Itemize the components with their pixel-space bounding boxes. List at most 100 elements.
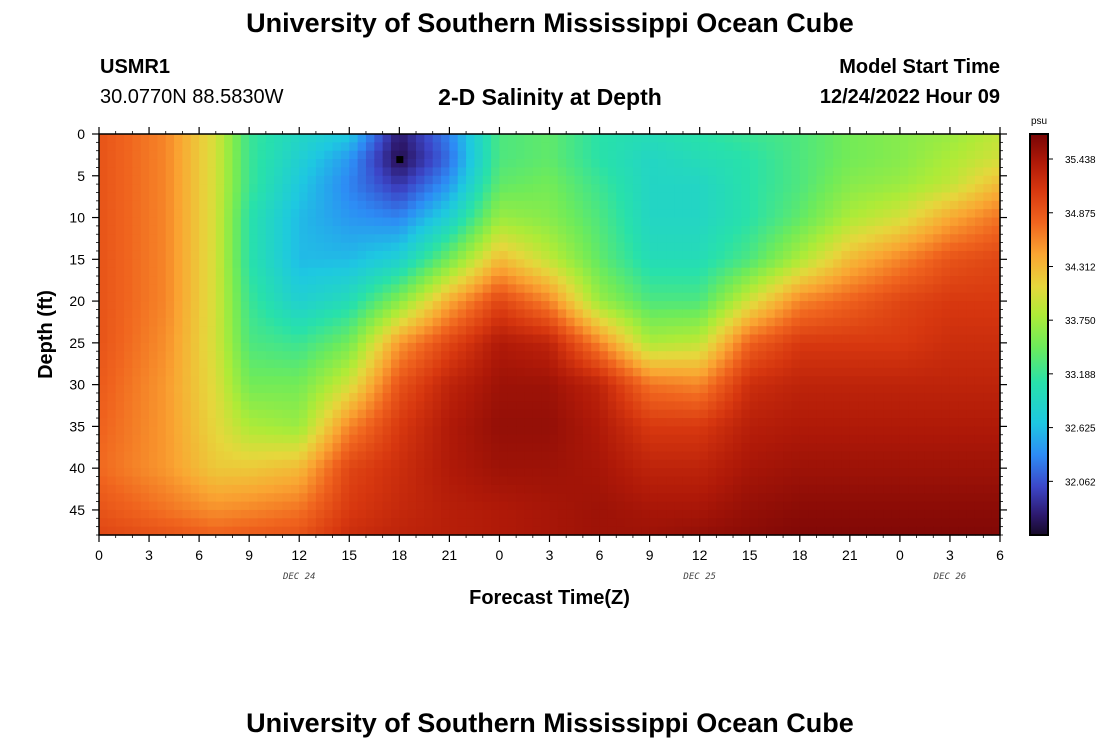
heatmap-cell (516, 401, 526, 411)
heatmap-cell (641, 359, 651, 369)
heatmap-cell (232, 359, 242, 369)
heatmap-cell (432, 159, 442, 169)
heatmap-cell (607, 326, 617, 336)
heatmap-cell (566, 401, 576, 411)
heatmap-cell (816, 409, 826, 419)
heatmap-cell (691, 376, 701, 386)
heatmap-cell (132, 267, 142, 277)
heatmap-cell (499, 426, 509, 436)
heatmap-cell (174, 426, 184, 436)
heatmap-cell (491, 376, 501, 386)
heatmap-cell (274, 301, 284, 311)
heatmap-cell (390, 342, 400, 352)
heatmap-cell (274, 225, 284, 235)
heatmap-cell (282, 317, 292, 327)
heatmap-cell (766, 443, 776, 453)
heatmap-cell (908, 484, 918, 494)
heatmap-cell (491, 426, 501, 436)
heatmap-cell (149, 493, 158, 503)
heatmap-cell (474, 259, 484, 269)
heatmap-cell (699, 242, 709, 252)
heatmap-cell (624, 150, 634, 160)
heatmap-cell (666, 259, 676, 269)
heatmap-cell (315, 284, 325, 294)
heatmap-cell (199, 459, 209, 469)
heatmap-cell (599, 259, 609, 269)
heatmap-cell (165, 234, 175, 244)
heatmap-cell (365, 192, 375, 202)
heatmap-cell (140, 159, 150, 169)
heatmap-cell (274, 192, 284, 202)
heatmap-cell (274, 167, 284, 177)
heatmap-cell (182, 384, 192, 394)
heatmap-cell (641, 376, 651, 386)
heatmap-cell (574, 159, 584, 169)
heatmap-cell (349, 468, 359, 478)
heatmap-cell (224, 401, 234, 411)
heatmap-cell (566, 468, 576, 478)
heatmap-cell (899, 359, 909, 369)
heatmap-cell (891, 192, 901, 202)
heatmap-cell (599, 192, 609, 202)
heatmap-cell (549, 459, 559, 469)
heatmap-cell (557, 451, 567, 461)
heatmap-cell (374, 434, 384, 444)
heatmap-cell (758, 242, 767, 252)
heatmap-cell (374, 451, 384, 461)
heatmap-cell (532, 367, 542, 377)
heatmap-cell (107, 326, 117, 336)
heatmap-cell (190, 392, 200, 402)
heatmap-cell (641, 250, 651, 260)
heatmap-cell (574, 501, 584, 511)
heatmap-cell (649, 468, 659, 478)
heatmap-cell (632, 351, 642, 361)
heatmap-cell (290, 209, 300, 219)
heatmap-cell (549, 309, 559, 319)
heatmap-cell (566, 342, 576, 352)
heatmap-cell (149, 225, 158, 235)
heatmap-cell (874, 434, 884, 444)
heatmap-cell (674, 493, 684, 503)
heatmap-cell (799, 451, 809, 461)
heatmap-cell (407, 184, 417, 194)
heatmap-cell (115, 234, 125, 244)
heatmap-cell (824, 526, 834, 536)
heatmap-cell (524, 351, 534, 361)
heatmap-cell (758, 468, 767, 478)
heatmap-cell (799, 443, 809, 453)
heatmap-cell (941, 518, 951, 528)
heatmap-cell (132, 167, 142, 177)
heatmap-cell (124, 476, 133, 486)
heatmap-cell (224, 267, 234, 277)
heatmap-cell (491, 518, 501, 528)
heatmap-cell (632, 434, 642, 444)
heatmap-cell (874, 242, 884, 252)
heatmap-cell (240, 451, 250, 461)
heatmap-cell (758, 200, 767, 210)
heatmap-cell (599, 150, 609, 160)
heatmap-cell (274, 476, 284, 486)
heatmap-cell (758, 409, 767, 419)
heatmap-cell (124, 175, 133, 185)
heatmap-cell (257, 493, 267, 503)
heatmap-cell (883, 326, 893, 336)
heatmap-cell (374, 184, 384, 194)
heatmap-cell (466, 301, 476, 311)
heatmap-cell (290, 175, 300, 185)
heatmap-cell (941, 234, 951, 244)
heatmap-cell (908, 359, 918, 369)
heatmap-cell (499, 284, 509, 294)
heatmap-cell (724, 434, 734, 444)
heatmap-cell (699, 142, 709, 152)
heatmap-cell (507, 292, 517, 302)
heatmap-cell (474, 301, 484, 311)
heatmap-cell (115, 209, 125, 219)
heatmap-cell (624, 301, 634, 311)
heatmap-cell (624, 434, 634, 444)
heatmap-cell (499, 267, 509, 277)
heatmap-cell (824, 426, 834, 436)
heatmap-cell (632, 451, 642, 461)
heatmap-cell (841, 518, 851, 528)
heatmap-cell (657, 526, 667, 536)
heatmap-cell (958, 234, 968, 244)
